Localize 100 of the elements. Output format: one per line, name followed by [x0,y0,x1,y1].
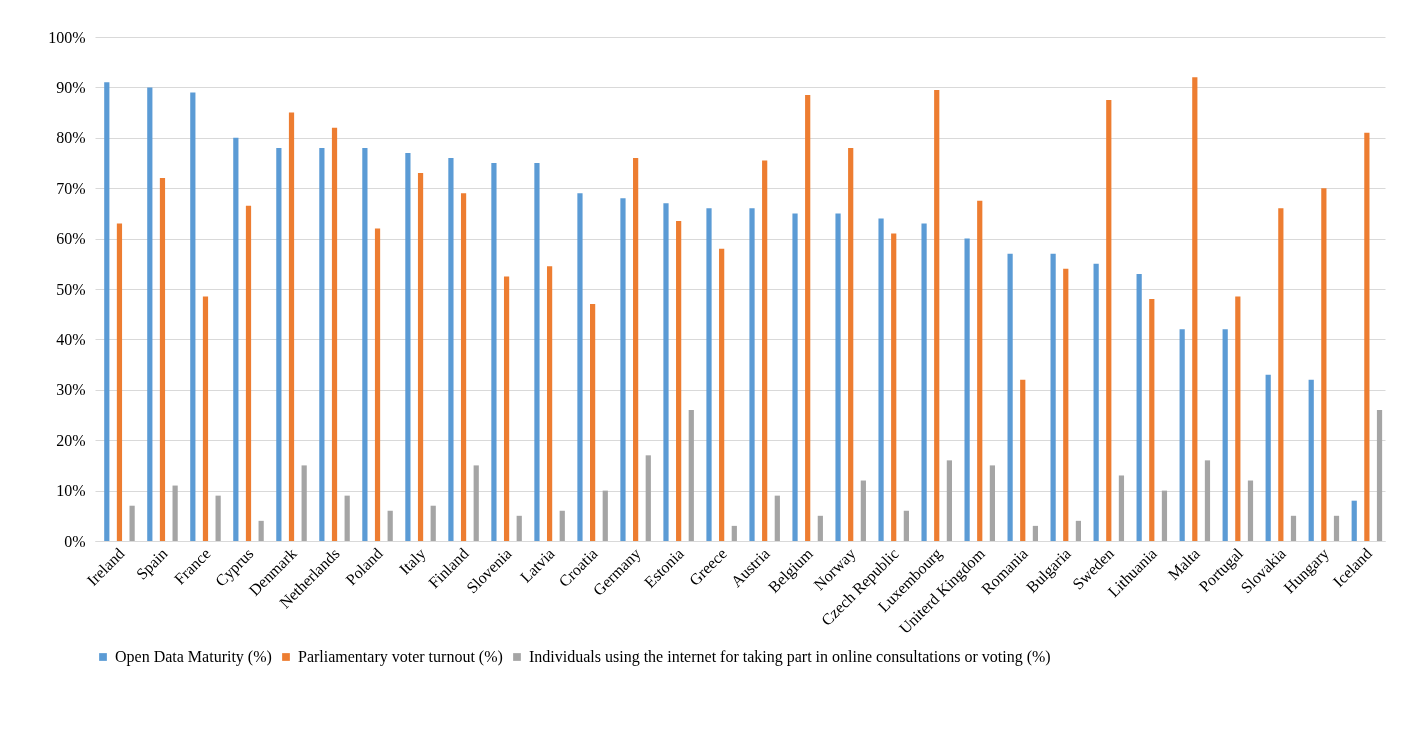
bar [1204,460,1211,541]
bar [104,82,110,541]
bar [1192,77,1198,541]
bar [1063,268,1069,541]
bar [989,465,995,541]
bar [792,213,798,541]
bar [1179,329,1185,541]
bar [946,460,952,541]
bar [1364,132,1370,541]
bar [276,147,282,541]
bar [387,510,393,541]
bar [645,455,651,541]
bar [633,157,639,541]
bar [116,223,123,541]
bar [1235,296,1241,541]
bar [1376,409,1383,541]
bar [878,218,884,541]
y-tick-label: 60% [56,230,86,248]
bar [534,163,540,541]
bar [319,147,325,541]
bar [460,193,467,541]
bar [891,233,897,541]
bar [258,520,264,541]
y-tick-label: 80% [56,129,86,147]
bar [1265,374,1271,541]
bar [964,238,970,541]
bar [602,490,608,541]
bar [1136,273,1142,541]
bar [190,92,196,541]
bar [503,276,510,541]
bar [835,213,841,541]
bar [344,495,350,541]
bar [202,296,209,541]
bar [1118,475,1125,541]
y-tick-label: 70% [56,179,86,197]
y-tick-label: 20% [56,431,86,449]
legend-label: Open Data Maturity (%) [115,648,272,666]
y-tick-label: 90% [56,78,86,96]
bar [1321,188,1327,541]
bar [1020,379,1026,541]
bar [805,94,811,541]
bar [1106,100,1112,541]
bar [731,525,737,541]
bar [1093,263,1099,541]
bar [977,200,983,541]
bar [1149,299,1155,541]
bar [577,193,583,541]
bar [934,89,940,541]
bar [817,515,823,541]
bar [848,147,854,541]
y-tick-label: 30% [56,381,86,399]
bar [860,480,866,541]
bar [559,510,565,541]
bar [491,163,497,541]
bar [1333,515,1340,541]
bar [620,198,626,541]
bar [1050,253,1056,541]
bar [1247,480,1254,541]
y-tick-label: 40% [56,330,86,348]
y-tick-label: 0% [64,532,86,550]
bar [1290,515,1297,541]
y-tick-label: 10% [56,482,86,500]
bar [215,495,221,541]
bar [159,178,166,541]
bar [448,157,454,541]
bar [546,266,553,541]
bar [430,505,436,541]
bar [774,495,780,541]
legend-label: Individuals using the internet for taking part in online consultations or voting (%) [529,648,1051,666]
bar [590,304,596,541]
bar [473,465,479,541]
bar [129,505,135,541]
bar [1007,253,1013,541]
bar [676,220,682,541]
bar [516,515,522,541]
bar [706,208,712,541]
bar [719,248,725,541]
bar [1032,525,1039,541]
bar [749,208,755,541]
bar [362,147,368,541]
y-tick-label: 50% [56,280,86,298]
bar [374,228,381,541]
bar [1308,379,1314,541]
bar [1222,329,1228,541]
bar [405,152,411,541]
bar [1351,500,1357,541]
bar [233,137,239,541]
bar [903,510,909,541]
bar [288,112,295,541]
x-tick-label: Italy [395,544,430,579]
bar [1278,208,1284,541]
bar [1075,520,1082,541]
bar [245,205,252,541]
bar [762,160,768,541]
bar [147,87,153,541]
bar [301,465,307,541]
bar [331,127,338,541]
y-tick-label: 100% [48,28,86,46]
bar [921,223,927,541]
bar [663,203,669,541]
